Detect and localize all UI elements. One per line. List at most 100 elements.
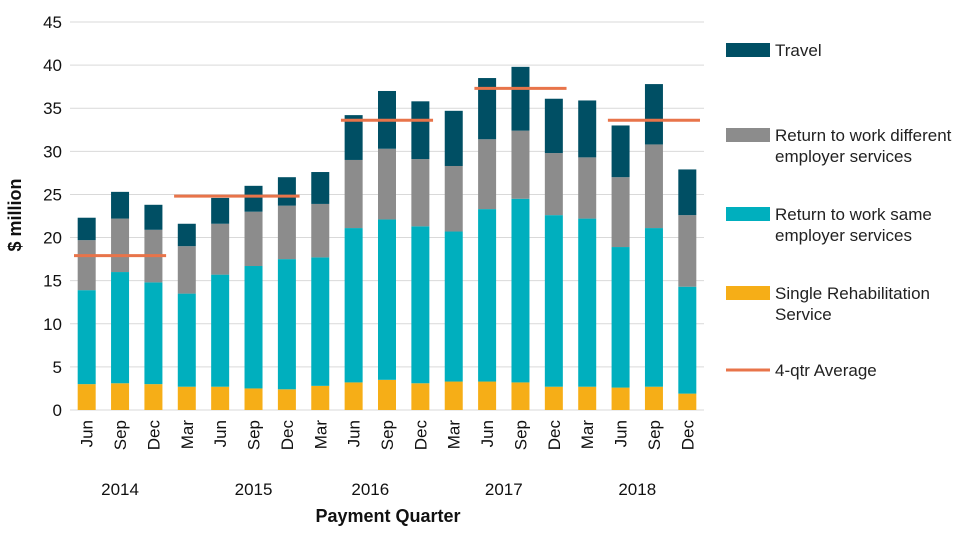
y-tick-label: 25 — [43, 185, 62, 204]
bar-segment — [344, 382, 363, 410]
year-labels: 2014 2015 2016 2017 2018 — [101, 480, 656, 499]
bar-segment — [277, 205, 296, 260]
y-tick-label: 30 — [43, 142, 62, 161]
legend-label: Service — [775, 305, 832, 324]
bar-segment — [277, 259, 296, 390]
x-tick-label: Sep — [511, 420, 530, 450]
bar-segment — [411, 159, 430, 227]
legend-label: Return to work different — [775, 126, 952, 145]
bar-segment — [678, 393, 697, 410]
bar-segment — [578, 218, 597, 387]
bar-segment — [77, 384, 96, 410]
x-tick-label: Dec — [411, 420, 430, 451]
bar-segment — [544, 98, 563, 154]
bar-segment — [644, 84, 663, 145]
bar-segment — [77, 240, 96, 291]
legend-label: employer services — [775, 226, 912, 245]
x-tick-label: Jun — [211, 420, 230, 447]
year-label: 2014 — [101, 480, 139, 499]
y-tick-label: 15 — [43, 272, 62, 291]
bar-segment — [211, 274, 230, 387]
bar-segment — [177, 246, 196, 294]
x-tick-label: Dec — [678, 420, 697, 451]
y-tick-label: 45 — [43, 13, 62, 32]
x-tick-label: Jun — [78, 420, 97, 447]
bar-segment — [478, 381, 497, 410]
bar-segment — [378, 379, 396, 410]
x-tick-label: Mar — [178, 420, 197, 450]
x-tick-label: Mar — [578, 420, 597, 450]
legend: Travel Return to work different employer s… — [726, 41, 952, 380]
bar-segment — [111, 383, 130, 410]
x-tick-label: Dec — [545, 420, 564, 451]
bar-segment — [344, 159, 363, 229]
legend-label: Single Rehabilitation — [775, 284, 930, 303]
bar-segment — [511, 130, 530, 199]
x-tick-label: Sep — [378, 420, 397, 450]
x-tick-label: Jun — [478, 420, 497, 447]
bar-segment — [177, 386, 196, 410]
bar-segment — [478, 209, 497, 382]
bar-segment — [311, 385, 330, 410]
x-tick-label: Mar — [311, 420, 330, 450]
bar-segment — [444, 231, 463, 382]
bar-segment — [311, 172, 330, 204]
bar-segment — [444, 381, 463, 410]
bar-segment — [211, 197, 230, 224]
bar-segment — [244, 266, 263, 389]
bar-segment — [378, 148, 396, 220]
bar-segment — [177, 223, 196, 247]
bar-segment — [644, 144, 663, 229]
bar-segment — [511, 382, 530, 410]
bar-segment — [77, 217, 96, 241]
bar-segment — [411, 383, 430, 410]
x-tick-label: Sep — [111, 420, 130, 450]
x-tick-label: Sep — [245, 420, 264, 450]
x-tick-label: Sep — [645, 420, 664, 450]
bar-segment — [544, 386, 563, 410]
bar-segment — [277, 177, 296, 206]
bar-segment — [511, 66, 530, 131]
bar-segment — [277, 389, 296, 410]
y-tick-label: 35 — [43, 99, 62, 118]
legend-label: 4-qtr Average — [775, 361, 877, 380]
bar-segment — [311, 257, 330, 386]
bar-segment — [611, 177, 630, 248]
x-axis-title: Payment Quarter — [315, 506, 460, 526]
bar-segment — [544, 215, 563, 387]
legend-swatch — [726, 43, 770, 57]
bar-segment — [678, 286, 697, 394]
bar-segment — [611, 387, 630, 410]
bar-segment — [578, 157, 597, 219]
bar-segment — [678, 215, 697, 287]
bar-segment — [444, 110, 463, 166]
bar-segment — [111, 272, 130, 384]
x-axis-ticks: Jun Sep Dec Mar Jun Sep Dec Mar Jun Sep Dec Mar Jun S… — [78, 420, 698, 451]
year-label: 2015 — [235, 480, 273, 499]
bar-segment — [144, 384, 163, 410]
bar-segment — [378, 219, 396, 380]
legend-label: Return to work same — [775, 205, 932, 224]
legend-label: employer services — [775, 147, 912, 166]
bar-segment — [177, 293, 196, 387]
bar-segment — [478, 78, 497, 140]
average-lines — [74, 86, 700, 258]
x-tick-label: Mar — [445, 420, 464, 450]
x-tick-label: Dec — [144, 420, 163, 451]
bar-segment — [444, 165, 463, 232]
legend-label: Travel — [775, 41, 822, 60]
y-tick-label: 0 — [53, 401, 62, 420]
bar-segment — [511, 198, 530, 383]
bar-segment — [578, 386, 597, 410]
bar-segment — [344, 115, 363, 160]
bar-segment — [144, 282, 163, 385]
bar-segment — [211, 386, 230, 410]
x-tick-label: Jun — [612, 420, 631, 447]
year-label: 2016 — [351, 480, 389, 499]
bar-segment — [77, 290, 96, 385]
y-tick-label: 20 — [43, 229, 62, 248]
bar-segment — [678, 169, 697, 216]
legend-swatch — [726, 128, 770, 142]
bar-segment — [211, 223, 230, 275]
